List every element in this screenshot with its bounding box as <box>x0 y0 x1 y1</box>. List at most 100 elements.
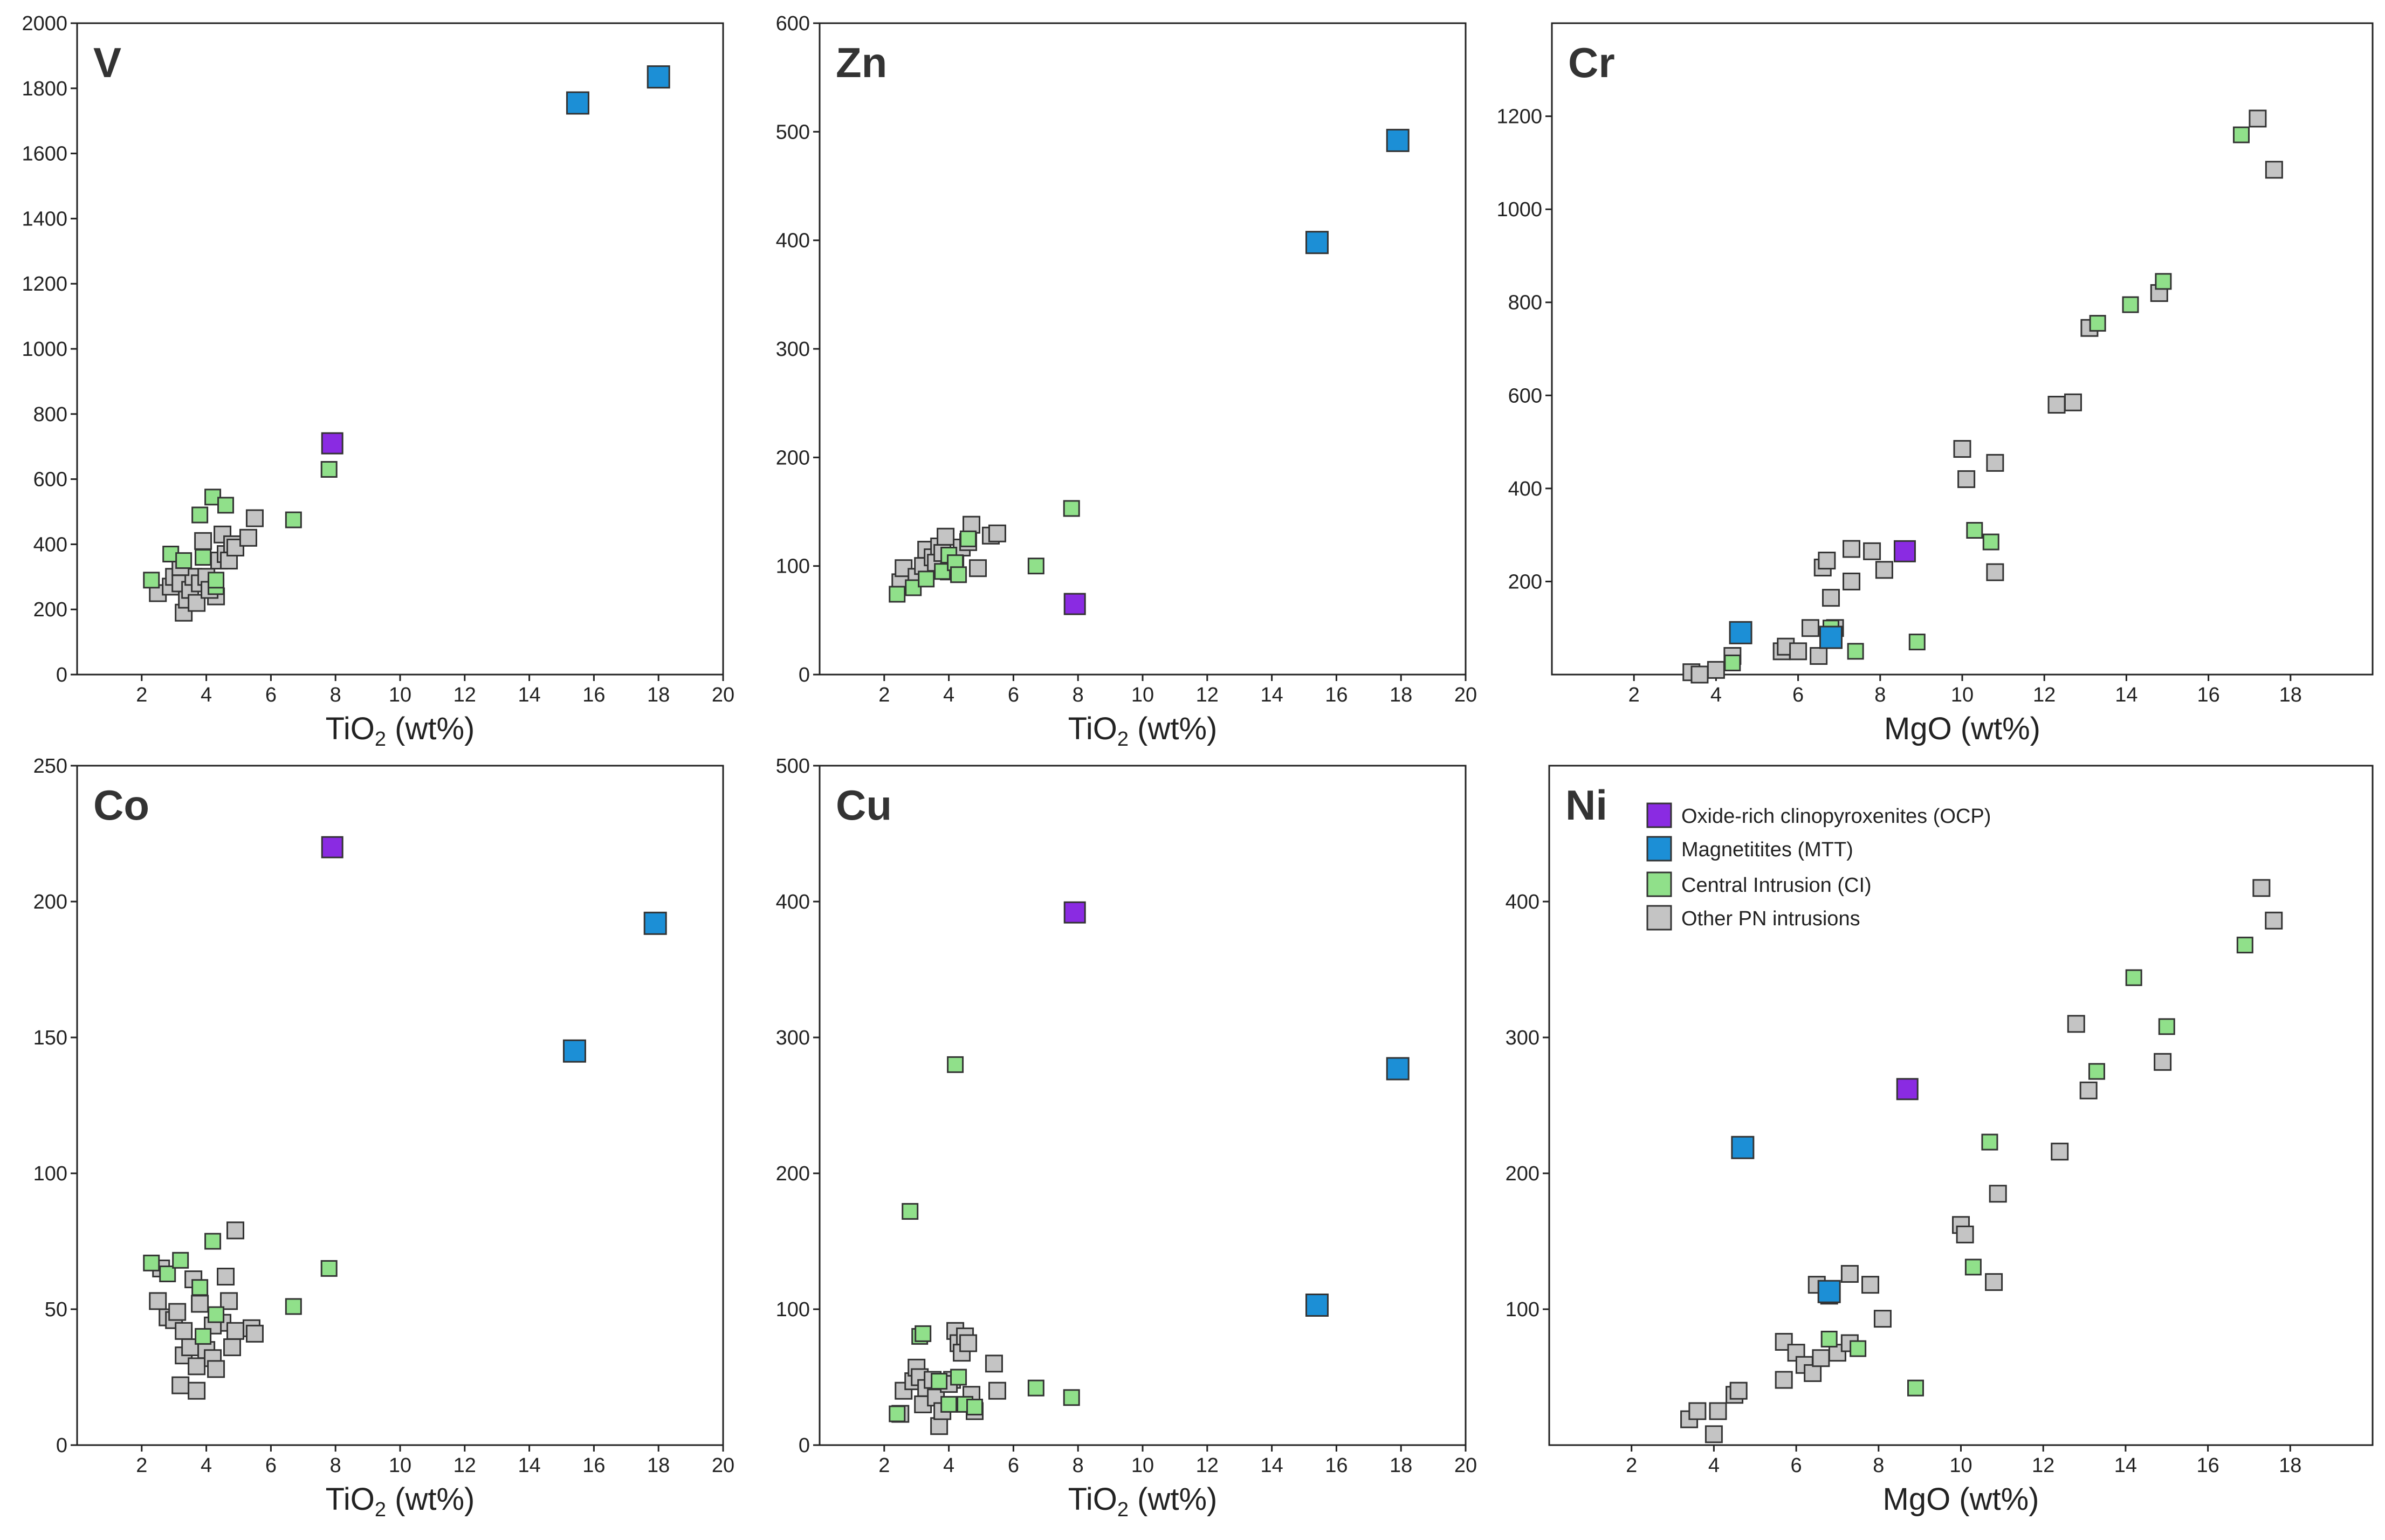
data-point-other <box>1688 1402 1707 1420</box>
y-tick-label: 0 <box>56 664 67 686</box>
chart-panel-v: 2 4 6 8 10 12 14 16 18 20020040060080010001200140… <box>22 12 734 751</box>
x-tick-label: 10 <box>389 684 411 706</box>
y-tick-label: 1800 <box>22 78 67 100</box>
chart-panel-cr: 2 4 6 8 10 12 14 16 18 200 400 600 800 1000 1200 MgO (w… <box>1496 22 2374 746</box>
y-tick-label: 400 <box>1508 478 1542 500</box>
x-tick-label: 12 <box>1196 684 1219 706</box>
data-point-other <box>1812 1349 1830 1367</box>
data-point-ci <box>195 1328 212 1345</box>
y-tick-label: 0 <box>799 664 810 686</box>
data-point-other <box>1729 1381 1748 1400</box>
legend-swatch-other <box>1646 905 1672 931</box>
data-point-other <box>226 1221 245 1240</box>
data-point-other <box>985 1355 1003 1373</box>
panel-label: V <box>93 39 121 86</box>
data-point-other <box>1704 1425 1723 1443</box>
legend-label-ci: Central Intrusion (CI) <box>1681 874 1872 897</box>
x-axis-title: TiO2 (wt%) <box>1068 1482 1218 1521</box>
data-point-other <box>2252 879 2271 897</box>
data-point-other <box>207 1360 225 1378</box>
data-point-other <box>963 515 981 534</box>
data-point-ci <box>143 572 160 589</box>
data-point-other <box>1873 1310 1892 1328</box>
y-tick-label: 200 <box>1506 1163 1539 1185</box>
data-point-other <box>1801 619 1819 637</box>
x-tick-label: 18 <box>647 1454 670 1477</box>
x-tick-label: 4 <box>943 1454 954 1477</box>
data-point-ci <box>2155 273 2172 290</box>
data-point-other <box>1810 647 1828 665</box>
y-tick-label: 600 <box>1508 384 1542 407</box>
data-point-ci <box>1982 533 1999 551</box>
data-point-other <box>194 532 212 550</box>
x-axis-title-unit: (wt%) <box>386 711 475 746</box>
data-point-other <box>2067 1015 2085 1033</box>
data-point-other <box>1956 1225 1974 1243</box>
x-axis-title-subscript: 2 <box>1117 1498 1129 1521</box>
x-tick-label: 18 <box>1390 684 1412 706</box>
x-tick-label: 2 <box>1626 1454 1637 1477</box>
data-point-ci <box>950 1369 967 1386</box>
data-point-ci <box>915 1325 932 1342</box>
data-point-other <box>959 1334 978 1352</box>
x-axis-title-subscript: 2 <box>1117 728 1129 751</box>
data-point-ci <box>191 506 209 524</box>
y-tick-label: 400 <box>1506 891 1539 913</box>
data-point-mtt <box>643 911 667 935</box>
data-point-ocp <box>1063 901 1086 924</box>
y-tick-label: 1600 <box>22 143 67 166</box>
chart-panel-ni: 2 4 6 8 10 12 14 16 18 100 200 300 400 MgO (wt%) Ni <box>1506 765 2374 1517</box>
data-point-ci <box>1724 654 1741 671</box>
x-axis-title-main: TiO <box>1068 711 1117 746</box>
plot-frame <box>1548 765 2374 1446</box>
x-tick-label: 2 <box>136 1454 147 1477</box>
x-tick-label: 10 <box>1949 1454 1972 1477</box>
data-point-ci <box>950 566 967 583</box>
data-point-mtt <box>1386 128 1410 152</box>
data-point-mtt <box>1305 231 1329 255</box>
x-tick-label: 20 <box>712 1454 734 1477</box>
data-point-ci <box>2122 296 2139 313</box>
x-axis-title-unit: (wt%) <box>386 1482 475 1517</box>
data-point-other <box>1789 642 1807 661</box>
data-point-ci <box>320 1260 338 1277</box>
y-tick-label: 0 <box>799 1434 810 1457</box>
data-point-ci <box>143 1254 160 1271</box>
data-point-other <box>1804 1364 1822 1382</box>
x-tick-label: 10 <box>1951 684 1974 706</box>
panel-label: Ni <box>1565 781 1607 829</box>
y-tick-label: 200 <box>776 1163 810 1185</box>
y-tick-label: 1200 <box>22 273 67 295</box>
y-tick-label: 200 <box>33 891 67 913</box>
x-axis-title-main: TiO <box>1068 1482 1117 1517</box>
data-point-ocp <box>1896 1078 1919 1101</box>
x-tick-label: 12 <box>1196 1454 1219 1477</box>
y-tick-label: 300 <box>776 1027 810 1049</box>
x-tick-label: 6 <box>265 1454 277 1477</box>
x-tick-label: 20 <box>712 684 734 706</box>
data-point-other <box>1775 1371 1793 1389</box>
x-tick-label: 2 <box>1628 684 1640 706</box>
data-point-ci <box>1981 1133 1998 1151</box>
y-tick-label: 600 <box>33 469 67 491</box>
y-tick-label: 100 <box>1506 1298 1539 1321</box>
x-tick-label: 4 <box>943 684 954 706</box>
data-point-other <box>245 1324 264 1343</box>
data-point-ci <box>204 1233 222 1250</box>
data-point-ci <box>931 1373 948 1390</box>
y-tick-label: 100 <box>776 555 810 578</box>
data-point-other <box>226 1322 245 1340</box>
x-tick-label: 6 <box>265 684 277 706</box>
y-tick-label: 1000 <box>1496 198 1542 221</box>
data-point-ci <box>918 570 935 588</box>
data-point-mtt <box>1817 1280 1841 1303</box>
data-point-mtt <box>566 91 589 115</box>
y-tick-label: 1000 <box>22 338 67 361</box>
data-point-ci <box>191 1279 209 1296</box>
data-point-other <box>191 1295 209 1313</box>
data-point-other <box>1953 440 1971 458</box>
x-tick-label: 20 <box>1454 684 1477 706</box>
y-tick-label: 400 <box>776 891 810 913</box>
data-point-other <box>988 1381 1006 1400</box>
x-tick-label: 16 <box>2197 684 2219 706</box>
